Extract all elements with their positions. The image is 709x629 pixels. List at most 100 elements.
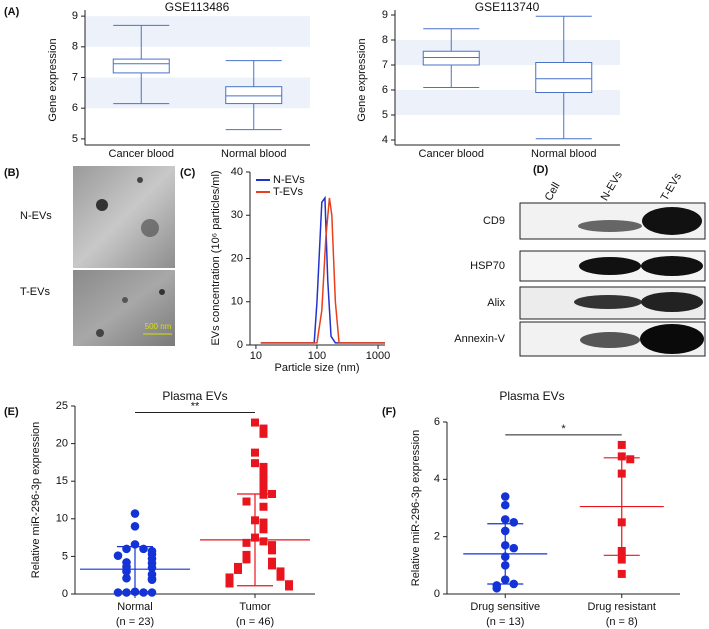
point bbox=[122, 573, 131, 583]
scale-bar-label: 500 nm bbox=[145, 322, 172, 331]
y-axis-label: Gene expression bbox=[47, 38, 59, 121]
x-tick-label: Drug sensitive bbox=[470, 601, 540, 613]
static-layer: (A) GSE113486 Gene expression GSE113740 … bbox=[4, 0, 706, 587]
lane-label: Cell bbox=[543, 181, 563, 203]
y-tick-label: 8 bbox=[72, 41, 78, 53]
point bbox=[234, 565, 242, 574]
blot-band bbox=[580, 332, 640, 348]
point bbox=[259, 525, 268, 534]
point bbox=[225, 579, 234, 588]
point bbox=[259, 469, 268, 478]
box bbox=[112, 58, 170, 74]
point bbox=[509, 543, 519, 553]
point bbox=[617, 569, 626, 578]
vesicle bbox=[137, 177, 143, 183]
point bbox=[259, 537, 268, 546]
legend-label: T-EVs bbox=[273, 186, 303, 198]
vesicle bbox=[96, 199, 108, 211]
point bbox=[509, 518, 519, 527]
point bbox=[268, 546, 276, 555]
blot-band bbox=[641, 256, 703, 276]
y-tick-label: 4 bbox=[434, 473, 440, 485]
blot-band bbox=[640, 324, 704, 354]
point bbox=[259, 474, 268, 483]
point bbox=[130, 509, 140, 518]
point bbox=[147, 588, 157, 597]
point bbox=[259, 518, 268, 527]
y-tick-label: 5 bbox=[72, 133, 78, 145]
x-tick-label: Normal blood bbox=[531, 148, 596, 160]
x-tick-label: Normal bbox=[117, 601, 152, 613]
vesicle bbox=[122, 297, 128, 303]
x-tick-label: 10 bbox=[250, 350, 262, 362]
chart-title: GSE113740 bbox=[475, 0, 540, 14]
point bbox=[259, 502, 268, 511]
point bbox=[242, 538, 251, 547]
legend-label: N-EVs bbox=[273, 174, 305, 186]
point bbox=[259, 486, 268, 495]
point bbox=[268, 561, 276, 570]
point bbox=[113, 588, 123, 597]
y-tick-label: 20 bbox=[56, 438, 68, 450]
chart-title: Plasma EVs bbox=[499, 389, 564, 403]
panel-label: (C) bbox=[180, 167, 196, 179]
y-tick-label: 0 bbox=[62, 588, 68, 600]
panel-label: (A) bbox=[4, 6, 20, 18]
box bbox=[422, 50, 480, 66]
point bbox=[285, 582, 293, 591]
box bbox=[535, 62, 593, 93]
protein-label: HSP70 bbox=[470, 260, 505, 272]
point bbox=[492, 583, 502, 593]
line bbox=[260, 195, 385, 344]
blot-band bbox=[574, 295, 642, 309]
panel-label: (F) bbox=[382, 406, 396, 418]
point bbox=[242, 555, 251, 564]
lane-label: T-EVs bbox=[659, 171, 685, 203]
point bbox=[139, 588, 148, 597]
protein-label: Annexin-V bbox=[454, 333, 505, 345]
y-tick-label: 6 bbox=[382, 84, 388, 96]
y-axis-label: Relative miR-296-3p expression bbox=[410, 430, 422, 587]
vesicle bbox=[141, 219, 159, 237]
y-tick-label: 9 bbox=[72, 10, 78, 22]
panel-label: (D) bbox=[533, 164, 549, 176]
point bbox=[251, 459, 259, 468]
y-tick-label: 15 bbox=[56, 475, 68, 487]
point bbox=[130, 522, 140, 531]
y-tick-label: 0 bbox=[237, 339, 243, 351]
x-tick-label: 100 bbox=[308, 350, 326, 362]
point bbox=[147, 575, 157, 585]
chart-title: GSE113486 bbox=[165, 0, 230, 14]
chart-title: Plasma EVs bbox=[162, 389, 227, 403]
point bbox=[500, 492, 510, 501]
em-image bbox=[73, 270, 175, 346]
em-image bbox=[73, 166, 175, 268]
point bbox=[147, 563, 157, 572]
point bbox=[139, 544, 148, 554]
image-label: N-EVs bbox=[20, 210, 52, 222]
x-tick-label: Tumor bbox=[239, 601, 271, 613]
y-tick-label: 10 bbox=[231, 296, 243, 308]
y-tick-label: 9 bbox=[382, 9, 388, 21]
y-tick-label: 20 bbox=[231, 252, 243, 264]
point bbox=[259, 429, 268, 438]
point bbox=[617, 452, 626, 461]
point bbox=[259, 490, 268, 499]
y-tick-label: 6 bbox=[434, 416, 440, 428]
point bbox=[251, 418, 259, 427]
vesicle bbox=[96, 329, 104, 337]
significance-label: * bbox=[561, 423, 566, 435]
y-tick-label: 5 bbox=[62, 550, 68, 562]
panel-label: (B) bbox=[4, 167, 20, 179]
x-tick-note: (n = 23) bbox=[116, 616, 154, 628]
y-axis-label: Relative miR-296-3p expression bbox=[30, 422, 42, 579]
x-axis-label: Particle size (nm) bbox=[275, 362, 360, 374]
x-tick-note: (n = 13) bbox=[486, 616, 524, 628]
y-tick-label: 2 bbox=[434, 531, 440, 543]
vesicle bbox=[159, 289, 165, 295]
point bbox=[500, 500, 510, 510]
point bbox=[259, 424, 268, 433]
point bbox=[113, 551, 123, 560]
point bbox=[626, 455, 635, 464]
